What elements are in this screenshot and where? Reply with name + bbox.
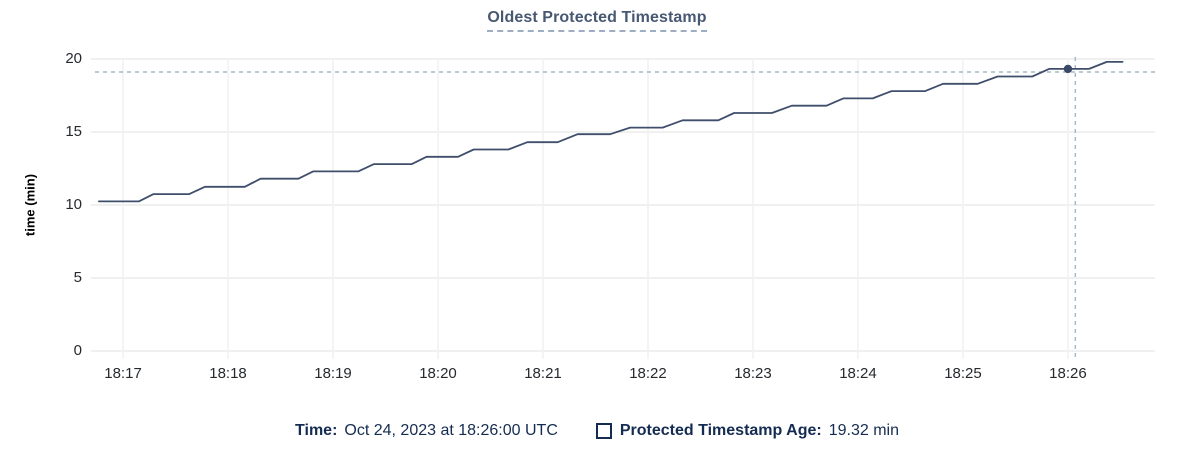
x-tick-label: 18:21 — [524, 365, 562, 382]
series-swatch-checkbox[interactable] — [595, 423, 612, 439]
time-label: Time: — [295, 422, 338, 439]
y-axis-title: time (min) — [22, 173, 38, 237]
series-line[interactable] — [98, 61, 1124, 203]
y-tick-label: 20 — [65, 50, 82, 67]
line-chart-plot[interactable] — [0, 0, 1194, 410]
chart-title[interactable]: Oldest Protected Timestamp — [487, 9, 707, 32]
hover-legend: Time: Oct 24, 2023 at 18:26:00 UTC Prote… — [0, 421, 1194, 441]
x-tick-label: 18:24 — [839, 365, 877, 382]
x-tick-label: 18:20 — [419, 365, 457, 382]
chart-header: Oldest Protected Timestamp — [0, 9, 1194, 32]
time-value: Oct 24, 2023 at 18:26:00 UTC — [344, 422, 558, 439]
x-tick-label: 18:23 — [734, 365, 772, 382]
x-tick-label: 18:25 — [944, 365, 982, 382]
y-tick-label: 0 — [73, 342, 82, 359]
hover-point-dot — [1063, 64, 1073, 74]
x-tick-label: 18:19 — [314, 365, 352, 382]
x-tick-label: 18:17 — [104, 365, 142, 382]
series-value: 19.32 min — [828, 422, 899, 439]
x-tick-label: 18:26 — [1049, 365, 1087, 382]
legend-item-protected-timestamp-age[interactable]: Protected Timestamp Age: 19.32 min — [595, 421, 899, 441]
y-tick-label: 5 — [73, 269, 82, 286]
x-tick-label: 18:18 — [209, 365, 247, 382]
series-label: Protected Timestamp Age: — [619, 422, 822, 439]
y-tick-label: 10 — [65, 196, 82, 213]
x-tick-label: 18:22 — [629, 365, 667, 382]
y-tick-label: 15 — [65, 123, 82, 140]
